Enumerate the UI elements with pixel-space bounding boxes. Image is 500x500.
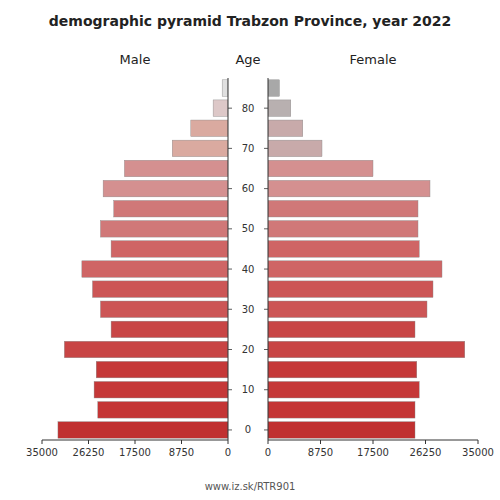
- category-label: 30: [242, 304, 255, 315]
- bar: [114, 200, 228, 216]
- y-tick: [228, 228, 232, 229]
- bar: [100, 301, 228, 317]
- axis-label: Age: [235, 52, 260, 67]
- bar: [268, 422, 415, 438]
- bar: [172, 140, 228, 156]
- bar: [268, 200, 418, 216]
- bar: [268, 341, 465, 357]
- x-tick-label: 8750: [308, 447, 333, 458]
- bar: [94, 381, 228, 397]
- x-tick: [181, 440, 182, 444]
- bar: [268, 361, 417, 377]
- bar: [96, 361, 228, 377]
- bar: [124, 160, 228, 176]
- category-label: 50: [242, 223, 255, 234]
- x-tick: [478, 440, 479, 444]
- x-tick: [268, 440, 269, 444]
- series-label: Male: [120, 52, 151, 67]
- center-axis-line: [228, 78, 229, 440]
- category-label: 80: [242, 103, 255, 114]
- bar: [100, 221, 228, 237]
- title: demographic pyramid Trabzon Province, ye…: [49, 13, 451, 29]
- y-tick: [228, 309, 232, 310]
- y-tick: [264, 228, 268, 229]
- bar: [268, 80, 279, 96]
- y-tick: [228, 108, 232, 109]
- bar: [268, 381, 419, 397]
- category-label: 40: [242, 264, 255, 275]
- y-tick: [228, 148, 232, 149]
- x-tick-label: 26250: [410, 447, 442, 458]
- y-tick: [264, 389, 268, 390]
- bar: [191, 120, 228, 136]
- series-label: Female: [349, 52, 396, 67]
- bar: [268, 160, 373, 176]
- x-tick-label: 26250: [73, 447, 105, 458]
- bar: [111, 241, 228, 257]
- x-tick: [228, 440, 229, 444]
- x-tick-label: 0: [225, 447, 231, 458]
- y-tick: [228, 269, 232, 270]
- category-label: 60: [242, 183, 255, 194]
- y-tick: [228, 188, 232, 189]
- x-tick-label: 35000: [462, 447, 494, 458]
- y-tick: [264, 429, 268, 430]
- y-tick: [264, 269, 268, 270]
- bar: [64, 341, 228, 357]
- bar: [268, 180, 430, 196]
- x-tick: [425, 440, 426, 444]
- y-tick: [264, 148, 268, 149]
- y-tick: [264, 309, 268, 310]
- bar: [268, 140, 322, 156]
- category-label: 10: [242, 384, 255, 395]
- y-tick: [228, 429, 232, 430]
- x-tick-label: 17500: [357, 447, 389, 458]
- bar: [111, 321, 228, 337]
- x-tick: [373, 440, 374, 444]
- y-tick: [228, 389, 232, 390]
- bar: [268, 301, 427, 317]
- center-axis-line: [268, 78, 269, 440]
- bar: [222, 80, 228, 96]
- bar: [98, 402, 228, 418]
- bars: [268, 80, 465, 438]
- bar: [58, 422, 228, 438]
- x-tick-label: 35000: [26, 447, 58, 458]
- bar: [92, 281, 228, 297]
- x-tick: [42, 440, 43, 444]
- chart: demographic pyramid Trabzon Province, ye…: [0, 0, 500, 500]
- bar: [268, 241, 419, 257]
- bar: [103, 180, 228, 196]
- bar: [268, 402, 415, 418]
- bar: [268, 261, 442, 277]
- y-tick: [264, 349, 268, 350]
- category-label: 20: [242, 344, 255, 355]
- x-tick-label: 8750: [169, 447, 194, 458]
- bar: [268, 281, 433, 297]
- y-tick: [264, 108, 268, 109]
- x-tick: [320, 440, 321, 444]
- bar: [268, 221, 418, 237]
- y-tick: [228, 349, 232, 350]
- x-tick: [88, 440, 89, 444]
- category-label: 0: [245, 424, 251, 435]
- category-label: 70: [242, 143, 255, 154]
- footer: www.iz.sk/RTR901: [205, 481, 296, 492]
- bar: [268, 321, 415, 337]
- bar: [268, 100, 291, 116]
- bars: [58, 80, 228, 438]
- bar: [213, 100, 228, 116]
- x-tick: [135, 440, 136, 444]
- bar: [82, 261, 228, 277]
- bar: [268, 120, 303, 136]
- y-tick: [264, 188, 268, 189]
- x-tick-label: 0: [265, 447, 271, 458]
- x-tick-label: 17500: [119, 447, 151, 458]
